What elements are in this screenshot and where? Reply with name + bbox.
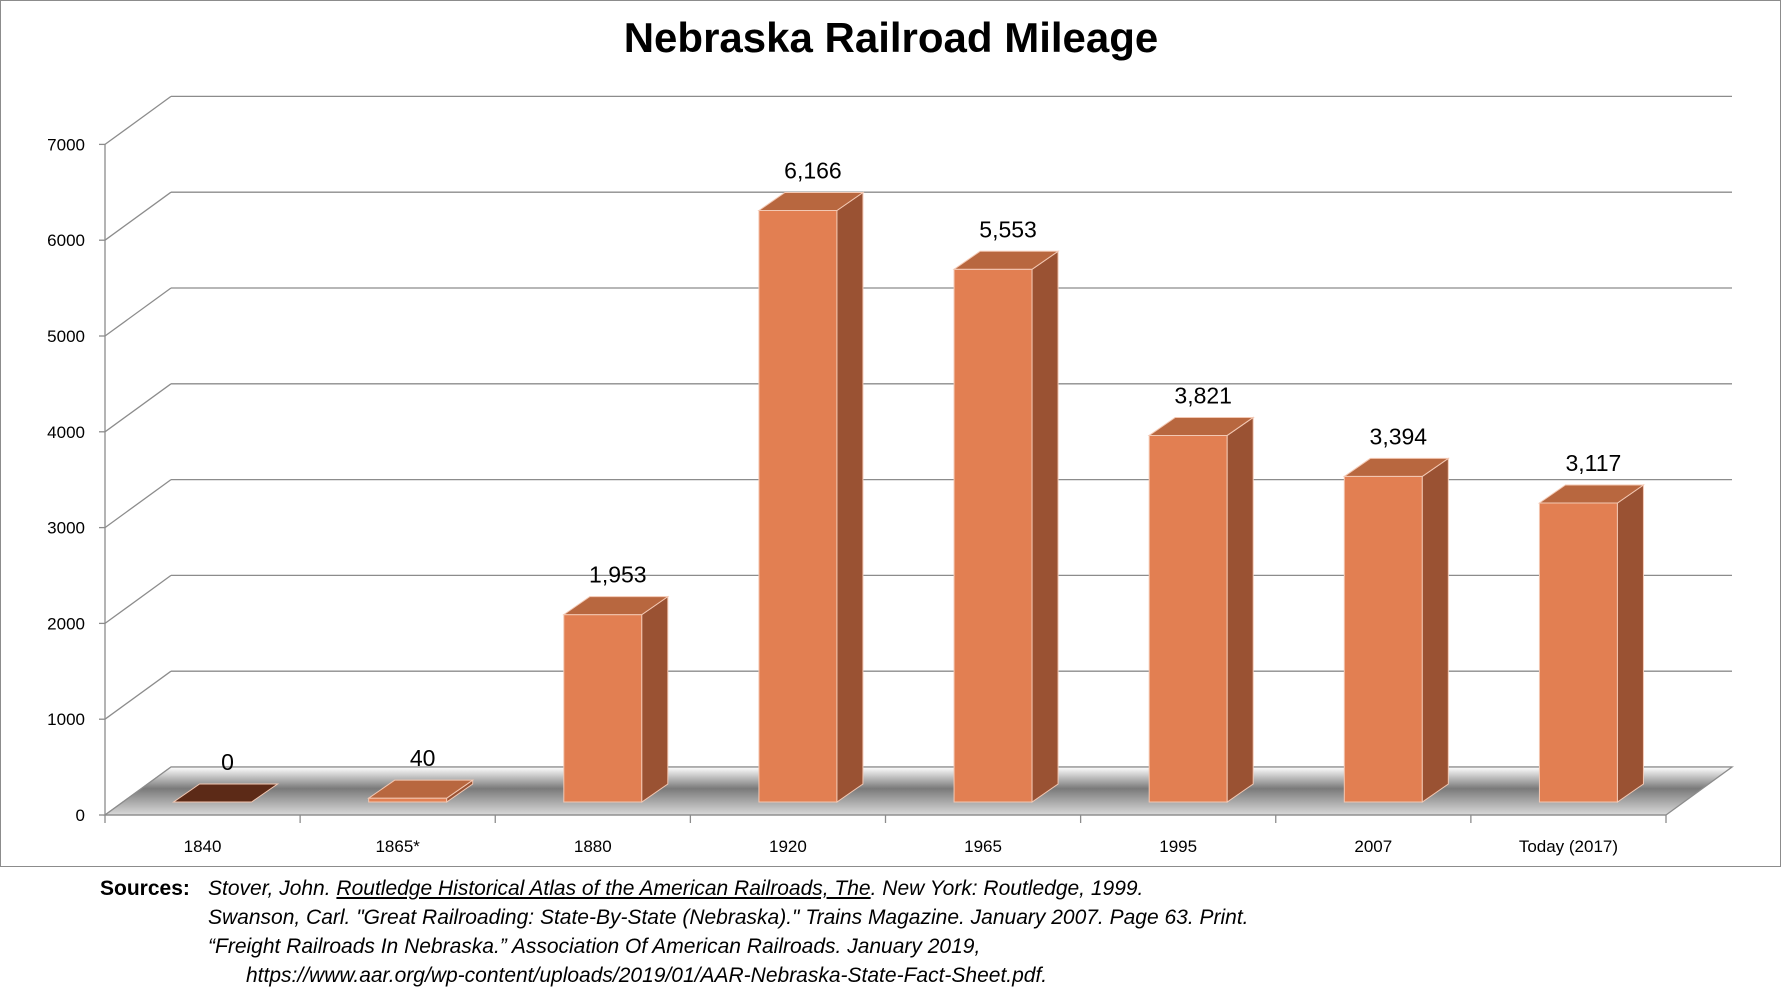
bar-front xyxy=(1538,502,1618,803)
gridline-side xyxy=(104,191,172,241)
source-text: . New York: Routledge, 1999. xyxy=(870,877,1144,900)
category-label: 1920 xyxy=(769,837,807,856)
source-text: Swanson, Carl. "Great Railroading: State… xyxy=(208,906,1249,929)
gridline-side xyxy=(104,383,172,433)
bars xyxy=(171,191,1646,803)
y-tick-label: 7000 xyxy=(47,135,85,154)
bar-side xyxy=(1421,457,1449,803)
y-tick-label: 2000 xyxy=(47,614,85,633)
y-tick-label: 3000 xyxy=(47,519,85,538)
bar-side xyxy=(641,595,669,803)
sources-label: Sources: xyxy=(100,877,190,900)
bar-top xyxy=(1147,416,1255,436)
y-tick-label: 4000 xyxy=(47,423,85,442)
bar-side xyxy=(836,191,864,803)
bar-5 xyxy=(1147,416,1255,803)
bar-top xyxy=(1537,484,1646,504)
bar-top xyxy=(367,779,475,799)
bar-front xyxy=(1148,434,1228,803)
y-tick-label: 5000 xyxy=(47,327,85,346)
bar-0 xyxy=(171,783,280,803)
source-url[interactable]: https://www.aar.org/wp-content/uploads/2… xyxy=(246,964,1048,987)
bar-2 xyxy=(562,595,670,803)
source-line-2: Swanson, Carl. "Great Railroading: State… xyxy=(208,903,1249,932)
bar-chart: 0 1000 2000 3000 4000 5000 6000 7000 0 1840 40 1865… xyxy=(47,95,1734,856)
bar-front xyxy=(368,797,448,803)
data-label: 3,821 xyxy=(1174,382,1232,408)
category-label: 1865* xyxy=(375,837,420,856)
data-label: 1,953 xyxy=(589,562,647,588)
category-label: 1840 xyxy=(184,837,222,856)
bar-front xyxy=(953,268,1033,803)
bar-4 xyxy=(952,250,1060,803)
gridline-side xyxy=(104,574,172,624)
bar-side xyxy=(1226,416,1254,803)
category-label: 1995 xyxy=(1159,837,1197,856)
source-line-4[interactable]: https://www.aar.org/wp-content/uploads/2… xyxy=(208,961,1249,990)
gridline-side xyxy=(104,670,172,720)
bar-3 xyxy=(757,191,865,803)
bar-front xyxy=(1343,475,1423,803)
gridlines xyxy=(104,95,1732,816)
bar-top xyxy=(1342,457,1450,477)
chart-floor xyxy=(103,766,1734,816)
chart-title: Nebraska Railroad Mileage xyxy=(623,14,1159,61)
y-tick-label: 0 xyxy=(76,806,85,825)
category-label: 1965 xyxy=(964,837,1002,856)
bar-front xyxy=(758,210,838,803)
data-label: 3,117 xyxy=(1566,450,1622,476)
source-text: Stover, John. xyxy=(208,877,337,900)
labels: 0 1000 2000 3000 4000 5000 6000 7000 0 1840 40 1865… xyxy=(47,135,1621,856)
category-label: Today (2017) xyxy=(1519,837,1618,856)
bar-7 xyxy=(1537,484,1646,803)
gridline-side xyxy=(104,287,172,337)
category-label: 2007 xyxy=(1354,837,1392,856)
bar-top xyxy=(562,596,670,616)
category-label: 1880 xyxy=(574,837,612,856)
source-line-3: “Freight Railroads In Nebraska.” Associa… xyxy=(208,932,1249,961)
data-label: 5,553 xyxy=(979,216,1037,242)
axes xyxy=(99,143,1667,823)
chart-frame xyxy=(0,0,1781,867)
floor-plane xyxy=(103,766,1734,816)
source-text: “Freight Railroads In Nebraska.” Associa… xyxy=(208,935,981,958)
data-label: 0 xyxy=(221,749,234,775)
data-label: 3,394 xyxy=(1370,423,1428,449)
gridline-side xyxy=(104,479,172,529)
bar-top xyxy=(952,250,1060,270)
source-book-title: Routledge Historical Atlas of the Americ… xyxy=(336,877,871,900)
sources-list: Stover, John. Routledge Historical Atlas… xyxy=(208,874,1249,990)
bar-top xyxy=(171,783,280,803)
y-tick-label: 6000 xyxy=(47,231,85,250)
bar-1 xyxy=(367,779,475,803)
y-tick-label: 1000 xyxy=(47,710,85,729)
data-label: 6,166 xyxy=(784,158,842,184)
gridline-side xyxy=(104,95,172,145)
bar-top xyxy=(757,192,865,211)
source-line-1: Stover, John. Routledge Historical Atlas… xyxy=(208,874,1249,903)
bar-side xyxy=(1031,250,1059,803)
data-label: 40 xyxy=(410,745,436,771)
bar-6 xyxy=(1342,457,1450,803)
bar-side xyxy=(1616,484,1644,803)
bar-front xyxy=(563,614,643,803)
